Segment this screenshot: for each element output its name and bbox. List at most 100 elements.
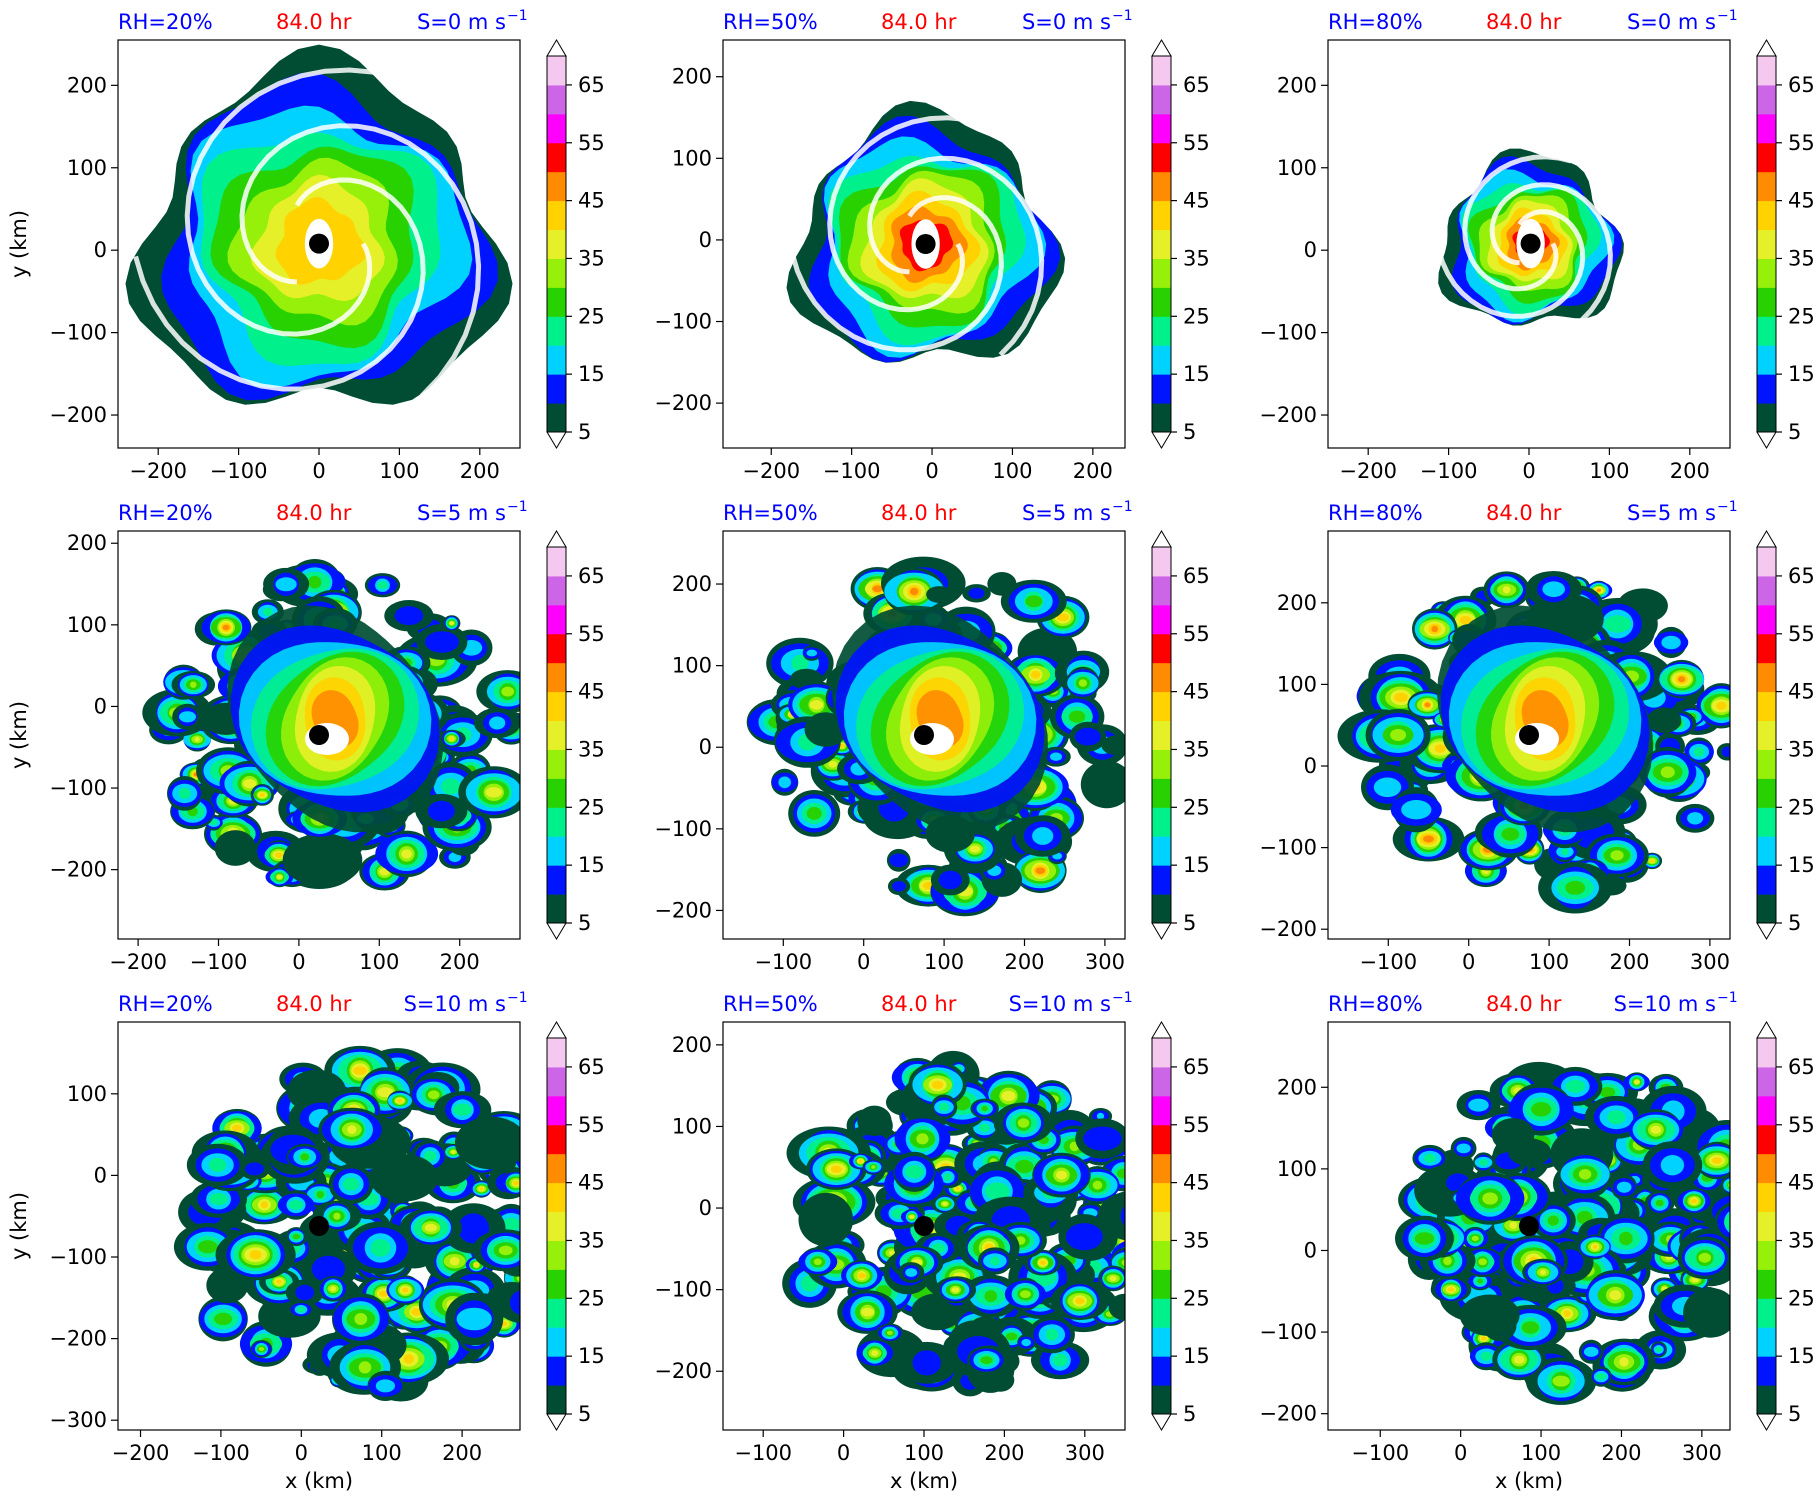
colorbar-tick-label: 35 <box>578 1228 605 1252</box>
colorbar-min-extend <box>1151 922 1172 940</box>
colorbar-tick-label: 45 <box>578 1171 605 1195</box>
colorbar: 5 15 25 35 45 55 65 <box>1756 530 1815 940</box>
time-label: 84.0 hr <box>881 10 957 34</box>
colorbar-frame <box>546 55 567 433</box>
y-tick-label: −100 <box>49 776 107 800</box>
colorbar-tick-label: 55 <box>1788 622 1815 646</box>
colorbar: 5 15 25 35 45 55 65 <box>1151 1021 1210 1431</box>
colorbar-tick-label: 35 <box>1788 737 1815 761</box>
rh-label: RH=80% <box>1328 992 1423 1016</box>
shear-label: S=5 m s <box>417 501 506 525</box>
colorbar-segment <box>1757 1327 1776 1357</box>
shear-label: S=0 m s <box>417 10 506 34</box>
colorbar-segment <box>1757 662 1776 693</box>
colorbar: 5 15 25 35 45 55 65 <box>546 39 605 449</box>
colorbar-tick-label: 5 <box>1183 911 1196 935</box>
colorbar-segment <box>1152 142 1171 173</box>
colorbar-segment <box>547 1095 566 1126</box>
panel-8: −100 0 100 200 300 200 100 0 −100 −200 RH=50% 84.0 … <box>654 990 1209 1493</box>
colorbar-segment <box>1152 1269 1171 1299</box>
colorbar-segment <box>1152 345 1171 375</box>
colorbar-segment <box>1152 894 1171 924</box>
colorbar-tick-label: 5 <box>578 1402 591 1426</box>
colorbar-segment <box>1757 836 1776 866</box>
colorbar-frame <box>1756 55 1777 433</box>
colorbar-segment <box>547 807 566 837</box>
colorbar-frame <box>1151 55 1172 433</box>
time-label: 84.0 hr <box>1486 992 1562 1016</box>
colorbar-segment <box>1152 1153 1171 1184</box>
x-tick-label: −200 <box>1339 459 1397 483</box>
colorbar-max-extend <box>1151 1021 1172 1039</box>
colorbar-tick-label: 5 <box>1788 420 1801 444</box>
colorbar-tick-label: 65 <box>578 1055 605 1079</box>
colorbar-tick-label: 25 <box>578 304 605 328</box>
colorbar-segment <box>1152 1211 1171 1241</box>
colorbar-tick-label: 15 <box>1183 853 1210 877</box>
reflectivity-field <box>125 44 513 405</box>
y-tick-label: −200 <box>1259 403 1317 427</box>
colorbar-segment <box>1757 345 1776 375</box>
colorbar-segment <box>547 1356 566 1386</box>
colorbar-tick-label: 15 <box>1183 362 1210 386</box>
colorbar-segment <box>1152 1182 1171 1213</box>
colorbar-segment <box>1152 749 1171 779</box>
y-tick-label: −100 <box>49 321 107 345</box>
y-axis-label: y (km) <box>7 210 31 278</box>
colorbar-segment <box>547 604 566 635</box>
y-tick-label: 100 <box>672 1114 712 1138</box>
storm-center-marker <box>915 234 936 254</box>
colorbar-tick-label: 15 <box>578 853 605 877</box>
colorbar-segment <box>1757 287 1776 317</box>
panel-6: −100 0 100 200 300 200 100 0 −100 −200 RH=80% 84.0 … <box>1259 499 1814 974</box>
axes-frame <box>1327 530 1731 940</box>
colorbar-tick-label: 55 <box>578 1113 605 1137</box>
colorbar-max-extend <box>546 1021 567 1039</box>
colorbar-segment <box>1757 778 1776 808</box>
colorbar-segment <box>547 374 566 404</box>
colorbar-segment <box>1152 836 1171 866</box>
colorbar-segment <box>1152 807 1171 837</box>
reflectivity-field <box>173 1045 520 1402</box>
x-tick-label: −100 <box>1351 1441 1409 1465</box>
rh-label: RH=80% <box>1328 10 1423 34</box>
y-tick-label: −200 <box>49 403 107 427</box>
time-label: 84.0 hr <box>276 501 352 525</box>
rh-label: RH=20% <box>118 992 213 1016</box>
colorbar-segment <box>1757 84 1776 115</box>
colorbar-segment <box>1757 633 1776 664</box>
colorbar-segment <box>1757 575 1776 606</box>
colorbar-min-extend <box>1151 1413 1172 1431</box>
colorbar-segment <box>547 171 566 202</box>
x-tick-label: 0 <box>925 459 938 483</box>
colorbar-segment <box>1152 1356 1171 1386</box>
colorbar-segment <box>1152 691 1171 722</box>
time-label: 84.0 hr <box>881 992 957 1016</box>
y-tick-label: 0 <box>1304 238 1317 262</box>
x-tick-label: 0 <box>1454 1441 1467 1465</box>
y-tick-label: 0 <box>94 1163 107 1187</box>
storm-center-marker <box>309 233 329 254</box>
colorbar-segment <box>1757 1356 1776 1386</box>
colorbar-tick-label: 45 <box>1183 680 1210 704</box>
colorbar-segment <box>1152 604 1171 635</box>
colorbar-tick-label: 5 <box>1183 1402 1196 1426</box>
colorbar-tick-label: 55 <box>1788 131 1815 155</box>
colorbar-tick-label: 45 <box>1183 1171 1210 1195</box>
panel-1: −200 −100 0 100 200 200 100 0 −100 −200 RH=20% 84.0… <box>7 8 605 483</box>
y-tick-label: −200 <box>49 858 107 882</box>
y-tick-label: 0 <box>1304 754 1317 778</box>
colorbar-tick-label: 25 <box>1788 1286 1815 1310</box>
colorbar-segment <box>1757 1066 1776 1097</box>
colorbar-segment <box>547 749 566 779</box>
rh-label: RH=20% <box>118 501 213 525</box>
x-tick-label: 100 <box>1521 1441 1561 1465</box>
shear-label: S=0 m s <box>1627 10 1716 34</box>
colorbar-segment <box>547 1327 566 1357</box>
colorbar-segment <box>1757 1095 1776 1126</box>
colorbar-tick-label: 15 <box>1788 362 1815 386</box>
colorbar-tick-label: 25 <box>578 795 605 819</box>
colorbar-segment <box>1757 1124 1776 1155</box>
